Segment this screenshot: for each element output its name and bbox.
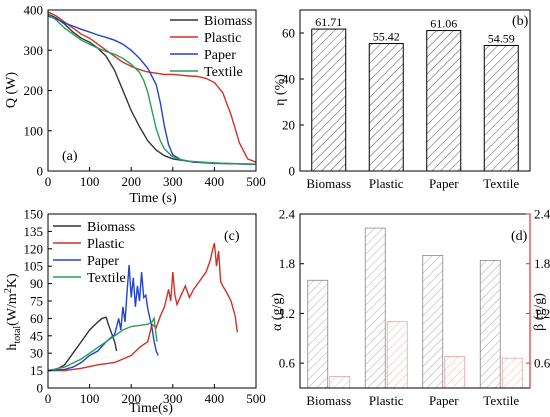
panel-d-category-label-biomass: Biomass <box>306 393 351 408</box>
panel-c-y-tick-label: 45 <box>30 328 43 343</box>
panel-a-x-axis-label: Time (s) <box>129 191 177 206</box>
panel-d-beta-bar-textile <box>501 357 523 389</box>
panel-c-legend-label-plastic: Plastic <box>87 237 124 252</box>
panel-c-series-biomass <box>47 316 118 372</box>
panel-d-alpha-bar-biomass <box>307 279 329 389</box>
panel-d-alpha-bar-plastic <box>364 227 386 389</box>
panel-b-y-tick-label: 20 <box>282 118 295 133</box>
panel-b-y-tick-label: 40 <box>282 72 295 87</box>
panel-a-y-tick-label: 200 <box>24 83 44 98</box>
panel-a-legend-label-biomass: Biomass <box>204 14 252 29</box>
panel-d-beta-bar-paper <box>444 356 466 389</box>
panel-d-right-tick-label: 0.6 <box>534 356 550 371</box>
panel-d-category-label-textile: Textile <box>483 393 519 408</box>
panel-a-x-tick-label: 500 <box>246 174 266 189</box>
panel-c-heat-transfer-chart: 0 100 200 300 400 500015304560759010512013515… <box>3 207 266 417</box>
panel-c-legend-label-textile: Textile <box>87 271 126 286</box>
panel-b-category-label-plastic: Plastic <box>369 176 404 191</box>
panel-c-y-axis-label: htotal(W/m2K) <box>3 273 23 351</box>
panel-c-y-tick-label: 135 <box>24 224 44 239</box>
panel-a-legend-label-plastic: Plastic <box>204 31 241 46</box>
panel-b-category-label-paper: Paper <box>429 176 459 191</box>
panel-c-y-tick-label: 30 <box>30 346 43 361</box>
panel-c-series-textile <box>47 316 158 372</box>
panel-a-legend-label-paper: Paper <box>204 48 236 63</box>
panel-d-left-y-tick-label: 1.2 <box>279 306 295 321</box>
panel-d-right-tick-label: 1.2 <box>534 306 550 321</box>
panel-c-legend-label-biomass: Biomass <box>87 220 135 235</box>
panel-b-y-tick-label: 0 <box>289 164 296 179</box>
panel-d-left-y-tick-label: 1.8 <box>279 256 295 271</box>
panel-c-x-axis-label: Time(s) <box>129 401 173 416</box>
panel-b-label: (b) <box>512 14 529 29</box>
panel-d-alpha-bar-paper <box>422 255 444 389</box>
panel-b-category-label-textile: Textile <box>483 176 519 191</box>
panel-b-value-label-biomass: 61.71 <box>315 15 342 29</box>
panel-d-beta-bar-plastic <box>386 321 408 389</box>
panel-c-y-tick-label: 75 <box>30 294 43 309</box>
panel-d-left-y-tick-label: 0.6 <box>279 356 296 371</box>
panel-b-plot-frame <box>299 9 531 172</box>
panel-c-series-plastic <box>48 242 238 372</box>
panel-a-label: (a) <box>62 149 78 164</box>
panel-b-category-label-biomass: Biomass <box>306 176 351 191</box>
panel-a-x-tick-label: 300 <box>163 174 183 189</box>
panel-c-y-tick-label: 90 <box>30 276 43 291</box>
panel-b-bar-paper <box>426 30 462 172</box>
panel-a-y-axis-label: Q (W) <box>4 72 19 108</box>
panel-b-bar-biomass <box>311 28 347 172</box>
panel-c-y-tick-label: 60 <box>30 311 43 326</box>
panel-c-x-tick-label: 400 <box>205 391 225 406</box>
panel-a-y-tick-label: 100 <box>24 123 44 138</box>
panel-a-x-tick-label: 400 <box>205 174 225 189</box>
panel-c-y-tick-label: 15 <box>30 363 43 378</box>
panel-d-left-axis-label: α (g/g) <box>270 293 285 331</box>
panel-a-x-tick-label: 0 <box>45 174 52 189</box>
panel-c-x-tick-label: 100 <box>80 391 100 406</box>
panel-d-right-tick-label: 2.4 <box>534 207 550 222</box>
panel-b-efficiency-chart: 61.71 55.42 61.06 54.59 Biomass Plastic Paper… <box>273 9 531 191</box>
panel-d-alpha-beta-chart: Biomass Plastic Paper Textile 0.6 1.2 1.8 2.4 0.… <box>270 207 550 409</box>
panel-d-right-axis-label: β (g/g) <box>532 293 547 331</box>
panel-c-y-tick-label: 0 <box>37 381 44 396</box>
panel-a-series-textile <box>47 13 257 165</box>
panel-b-value-label-textile: 54.59 <box>488 31 515 45</box>
panel-c-x-tick-label: 200 <box>121 391 141 406</box>
panel-a-legend-label-textile: Textile <box>204 65 243 80</box>
panel-d-alpha-bar-textile <box>479 259 501 389</box>
panel-b-y-tick-label: 60 <box>282 26 295 41</box>
panel-d-right-tick-label: 1.8 <box>534 256 550 271</box>
panel-a-x-tick-label: 200 <box>121 174 141 189</box>
panel-b-bar-plastic <box>368 43 404 172</box>
panel-b-value-label-plastic: 55.42 <box>373 30 400 44</box>
panel-a-y-tick-label: 400 <box>24 3 44 18</box>
panel-c-series-paper <box>47 264 159 372</box>
panel-c-x-tick-label: 0 <box>45 391 52 406</box>
panel-d-label: (d) <box>511 229 528 244</box>
panel-d-beta-bar-biomass <box>329 375 351 389</box>
panel-b-bar-textile <box>483 44 519 172</box>
panel-a-x-tick-label: 100 <box>80 174 100 189</box>
panel-c-y-tick-label: 120 <box>24 241 44 256</box>
panel-c-legend-label-paper: Paper <box>87 254 119 269</box>
panel-b-value-label-paper: 61.06 <box>430 17 457 31</box>
panel-b-y-axis-label: η (%) <box>273 74 288 106</box>
panel-a-y-tick-label: 0 <box>37 164 44 179</box>
panel-c-x-tick-label: 500 <box>246 391 266 406</box>
panel-d-category-label-paper: Paper <box>429 393 459 408</box>
panel-a-heat-release-chart: 0 100 200 300 400 500 0 100 200 300 400 Biomass Pla… <box>4 3 266 207</box>
panel-a-series-plastic <box>47 11 257 163</box>
panel-c-label: (c) <box>224 229 240 244</box>
panel-c-x-tick-label: 300 <box>163 391 183 406</box>
panel-d-category-label-plastic: Plastic <box>369 393 404 408</box>
panel-a-y-tick-label: 300 <box>24 43 44 58</box>
panel-d-left-y-tick-label: 2.4 <box>279 207 296 222</box>
panel-c-y-tick-label: 150 <box>24 207 44 222</box>
panel-c-y-tick-label: 105 <box>24 259 44 274</box>
